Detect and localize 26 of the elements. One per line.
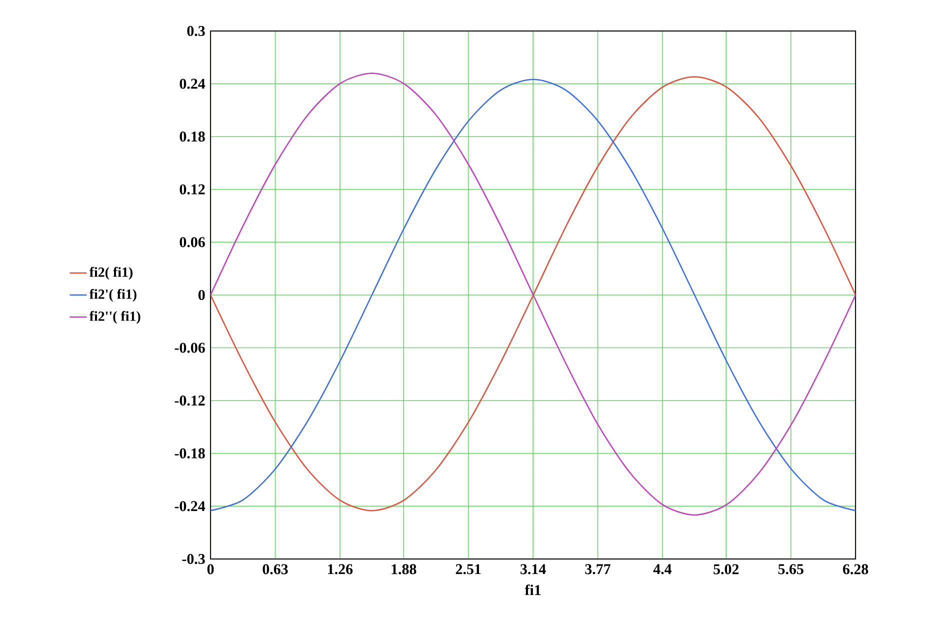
y-tick-label: 0.24 (180, 78, 206, 89)
y-tick-label: 0.06 (180, 237, 205, 248)
y-tick-label: -0.06 (174, 342, 205, 353)
x-axis-title: fi1 (524, 584, 541, 595)
y-tick-label: 0.12 (180, 184, 205, 194)
x-tick-label: 5.02 (714, 564, 739, 574)
y-tick-label: 0 (198, 290, 205, 300)
x-tick-label: 4.4 (653, 564, 672, 574)
legend-label: fi2'( fi1) (89, 288, 136, 302)
legend-label: fi2''( fi1) (89, 310, 140, 324)
x-tick-label: 6.28 (842, 564, 868, 574)
y-tick-label: -0.3 (182, 554, 205, 564)
x-tick-label: 1.88 (392, 564, 416, 574)
legend-label: fi2( fi1) (89, 266, 133, 280)
y-tick-label: -0.12 (174, 396, 205, 406)
x-tick-label: 3.77 (585, 564, 610, 574)
x-tick-label: 0.63 (262, 564, 288, 574)
x-tick-label: 1.26 (328, 564, 353, 574)
y-tick-label: -0.18 (174, 448, 205, 458)
y-tick-label: 0.18 (180, 132, 205, 142)
x-tick-label: 2.51 (456, 564, 481, 574)
x-tick-label: 0 (207, 564, 214, 574)
y-tick-label: -0.24 (174, 501, 206, 512)
x-tick-label: 3.14 (520, 564, 546, 574)
y-tick-label: 0.3 (187, 26, 205, 36)
x-tick-label: 5.65 (778, 564, 804, 574)
